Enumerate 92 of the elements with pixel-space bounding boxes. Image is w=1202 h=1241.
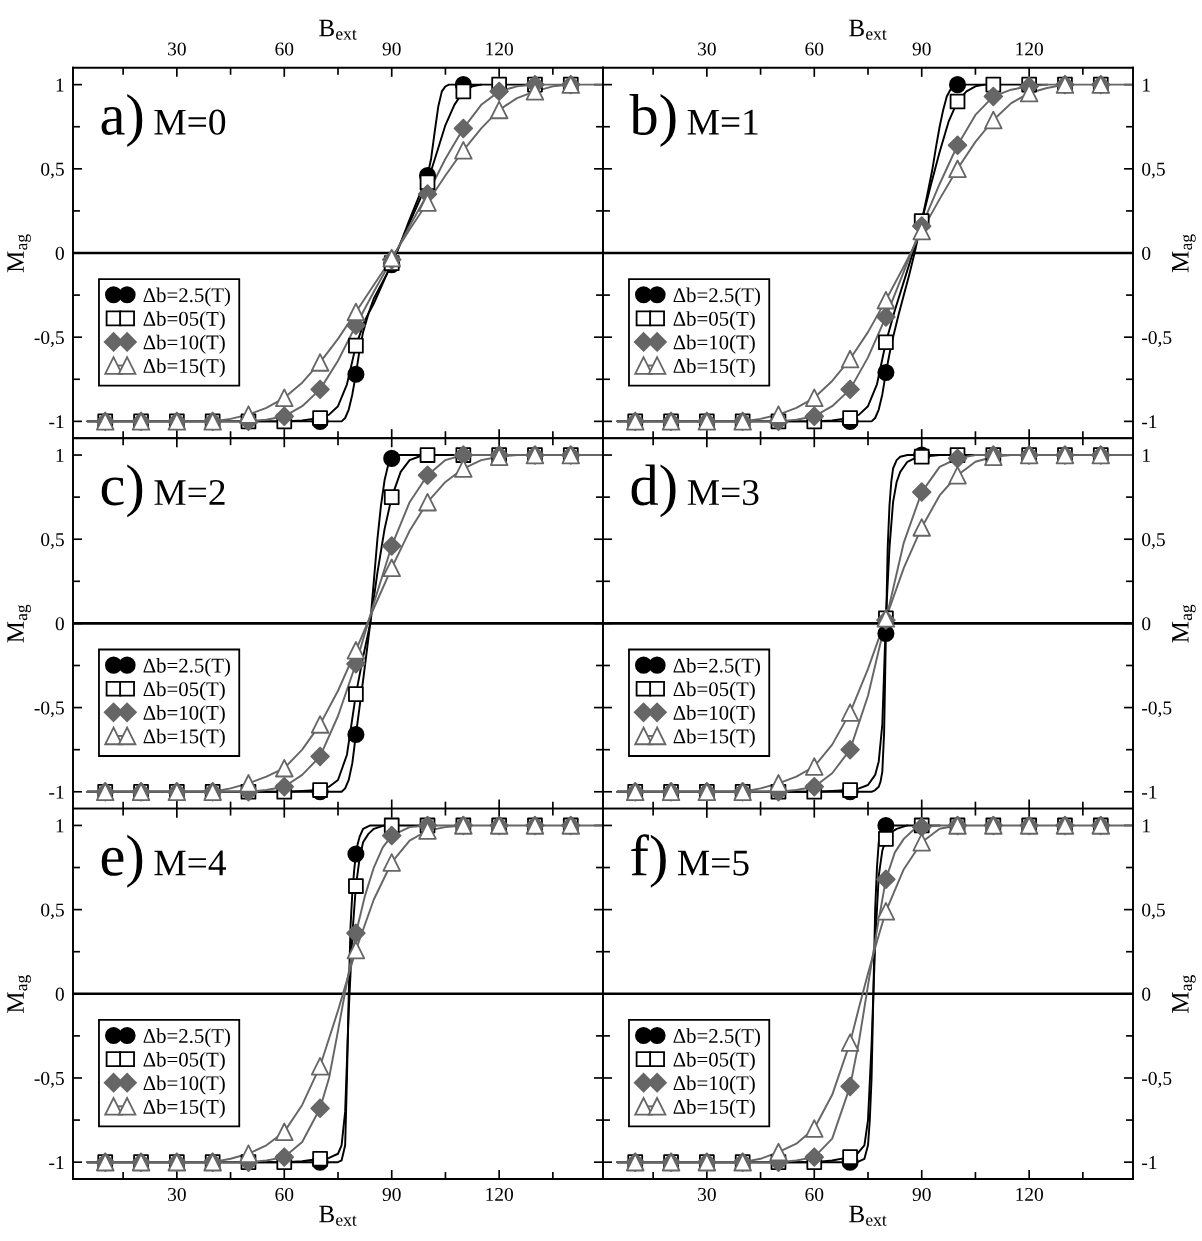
chart-title: b) xyxy=(629,93,676,147)
legend-label: Δb=05(T) xyxy=(673,1051,755,1071)
legend-label: Δb=15(T) xyxy=(143,358,225,378)
legend-label: Δb=15(T) xyxy=(673,358,755,378)
legend-label: Δb=10(T) xyxy=(143,1075,225,1095)
chart-title: e) xyxy=(101,834,143,888)
y-axis-title: M$_{ag}$ xyxy=(7,234,31,273)
legend-label: Δb=15(T) xyxy=(673,1099,755,1119)
y-tick-label: 0 xyxy=(1142,246,1151,260)
y-tick-label: -0,5 xyxy=(34,701,64,718)
x-axis-title: B$_{ext}$ xyxy=(319,1205,357,1226)
legend-label: Δb=05(T) xyxy=(673,311,755,331)
text: M=5 xyxy=(677,850,749,876)
x-axis-title: B$_{ext}$ xyxy=(319,19,357,40)
y-tick-label: 1 xyxy=(1143,78,1150,92)
y-tick-label: -1 xyxy=(49,1156,64,1169)
text: M=2 xyxy=(154,480,225,505)
legend-label: Δb=15(T) xyxy=(143,728,225,748)
legend-label: Δb=10(T) xyxy=(673,334,755,354)
y-tick-label: 0,5 xyxy=(1142,162,1165,179)
y-axis-title: M$_{ag}$ xyxy=(7,975,31,1013)
legend-label: Δb=10(T) xyxy=(143,705,225,725)
y-tick-label: -1 xyxy=(1142,415,1157,429)
x-tick-label: 60 xyxy=(275,42,294,56)
y-axis-title: M$_{ag}$ xyxy=(1172,234,1196,273)
chart-title: d) xyxy=(631,464,676,518)
x-tick-label: 90 xyxy=(382,1187,401,1202)
y-axis-title: M$_{ag}$ xyxy=(1172,604,1196,643)
text: M=3 xyxy=(687,480,759,506)
x-tick-label: 30 xyxy=(698,42,716,56)
y-tick-label: 0,5 xyxy=(1142,533,1165,549)
legend-label: Δb=10(T) xyxy=(673,705,755,725)
x-axis-title: B$_{ext}$ xyxy=(849,19,887,40)
x-tick-label: 120 xyxy=(1016,42,1043,56)
chart-title: c) xyxy=(101,464,143,518)
y-tick-label: 0 xyxy=(1142,617,1151,631)
legend-label: Δb=05(T) xyxy=(673,681,755,701)
legend-label: Δb=15(T) xyxy=(673,728,755,748)
legend-label: Δb=2.5(T) xyxy=(673,1028,761,1048)
y-tick-label: -1 xyxy=(49,785,64,799)
y-tick-label: -0,5 xyxy=(1142,331,1172,347)
y-tick-label: -1 xyxy=(1142,785,1157,799)
text: M=1 xyxy=(687,109,758,135)
y-tick-label: 1 xyxy=(1143,819,1150,833)
x-tick-label: 120 xyxy=(1016,1187,1043,1202)
x-axis-title: B$_{ext}$ xyxy=(849,1205,887,1226)
legend-label: Δb=2.5(T) xyxy=(143,1028,231,1048)
y-tick-label: 0 xyxy=(55,246,64,260)
y-axis-title: M$_{ag}$ xyxy=(7,604,31,643)
x-tick-label: 90 xyxy=(912,42,931,56)
y-tick-label: -0,5 xyxy=(1142,701,1172,718)
text: M=0 xyxy=(154,109,226,135)
y-tick-label: 0,5 xyxy=(41,162,64,179)
y-tick-label: -0,5 xyxy=(1142,1071,1172,1088)
legend-label: Δb=05(T) xyxy=(143,1051,225,1071)
chart-title: a) xyxy=(101,93,143,147)
legend-label: Δb=10(T) xyxy=(143,334,225,354)
x-tick-label: 30 xyxy=(168,42,186,56)
y-tick-label: 1 xyxy=(56,78,64,92)
y-tick-label: 0,5 xyxy=(41,903,64,920)
x-tick-label: 60 xyxy=(805,42,824,56)
y-tick-label: 0,5 xyxy=(1142,903,1165,920)
y-tick-label: 0 xyxy=(1142,987,1151,1001)
x-tick-label: 90 xyxy=(382,42,401,56)
x-tick-label: 60 xyxy=(805,1187,824,1202)
y-tick-label: 0 xyxy=(55,987,64,1001)
legend-label: Δb=2.5(T) xyxy=(143,287,231,307)
legend-label: Δb=2.5(T) xyxy=(673,657,761,677)
x-tick-label: 120 xyxy=(486,42,513,56)
legend-label: Δb=15(T) xyxy=(143,1099,225,1119)
legend-label: Δb=05(T) xyxy=(143,681,225,701)
y-tick-label: 1 xyxy=(56,448,64,462)
x-tick-label: 30 xyxy=(698,1187,716,1202)
y-tick-label: 1 xyxy=(1143,448,1150,462)
x-tick-label: 90 xyxy=(912,1187,931,1202)
y-axis-title: M$_{ag}$ xyxy=(1172,975,1196,1013)
text: M=4 xyxy=(154,850,227,876)
x-tick-label: 60 xyxy=(275,1187,294,1202)
legend-label: Δb=2.5(T) xyxy=(143,657,231,677)
y-tick-label: -0,5 xyxy=(34,331,64,347)
legend-label: Δb=10(T) xyxy=(673,1075,755,1095)
legend-label: Δb=2.5(T) xyxy=(673,287,761,307)
y-tick-label: -0,5 xyxy=(34,1071,64,1088)
x-tick-label: 120 xyxy=(486,1187,513,1202)
chart-title: f) xyxy=(631,834,666,888)
x-tick-label: 30 xyxy=(168,1187,186,1202)
y-tick-label: -1 xyxy=(1142,1156,1157,1169)
y-tick-label: 0 xyxy=(55,617,64,631)
y-tick-label: -1 xyxy=(49,415,64,429)
y-tick-label: 0,5 xyxy=(41,533,64,549)
legend-label: Δb=05(T) xyxy=(143,311,225,331)
y-tick-label: 1 xyxy=(56,819,64,833)
